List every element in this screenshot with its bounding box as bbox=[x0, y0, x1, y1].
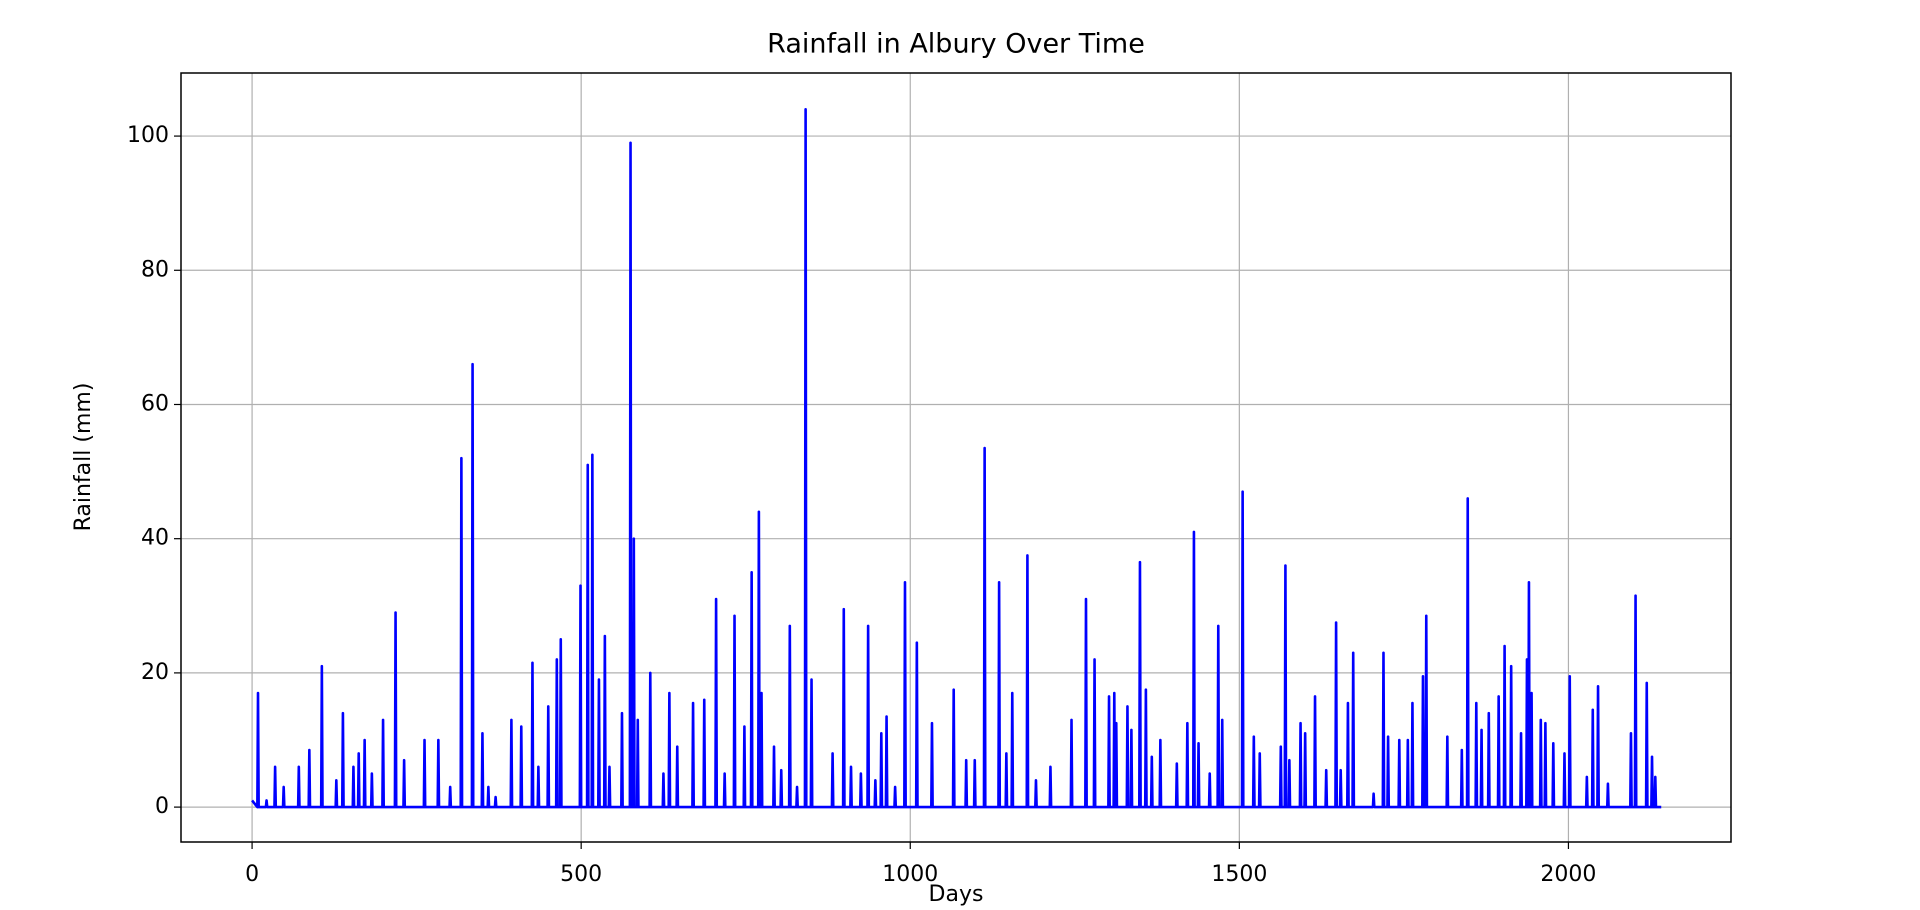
y-axis-label: Rainfall (mm) bbox=[71, 383, 96, 532]
plot-frame bbox=[180, 72, 1732, 843]
x-tick-label: 500 bbox=[560, 862, 602, 887]
y-tick-label: 20 bbox=[141, 660, 169, 685]
chart-title: Rainfall in Albury Over Time bbox=[767, 29, 1145, 60]
y-tick-label: 40 bbox=[141, 526, 169, 551]
y-tick-label: 80 bbox=[141, 257, 169, 282]
y-tick-label: 0 bbox=[155, 794, 169, 819]
x-tick-label: 1500 bbox=[1211, 862, 1267, 887]
x-axis-label: Days bbox=[929, 882, 984, 907]
y-tick-label: 100 bbox=[127, 123, 169, 148]
x-tick-label: 0 bbox=[245, 862, 259, 887]
data-line bbox=[251, 107, 1662, 809]
x-tick-label: 1000 bbox=[882, 862, 938, 887]
x-tick-label: 2000 bbox=[1540, 862, 1596, 887]
y-tick-label: 60 bbox=[141, 391, 169, 416]
